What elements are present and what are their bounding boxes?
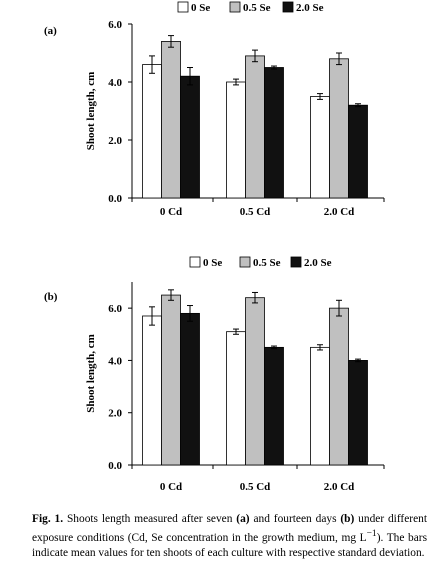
bar bbox=[329, 307, 349, 466]
y-tick-label: 2.0 bbox=[108, 135, 122, 147]
y-tick-label: 2.0 bbox=[108, 408, 122, 420]
y-tick-label: 4.0 bbox=[108, 77, 122, 89]
caption-text-3: under different exposure conditions (Cd,… bbox=[32, 513, 427, 544]
bar bbox=[264, 67, 284, 199]
caption-panel-a: (a) bbox=[236, 513, 250, 525]
bar bbox=[142, 64, 162, 199]
legend-label: 0.5 Se bbox=[243, 2, 271, 14]
caption-text-1: Shoots length measured after seven bbox=[63, 513, 237, 525]
bar bbox=[329, 58, 349, 199]
legend-label: 2.0 Se bbox=[296, 2, 324, 14]
y-tick-label: 4.0 bbox=[108, 355, 122, 367]
bar bbox=[310, 96, 330, 199]
caption-text-4: ). The bars indicate mean values for ten… bbox=[32, 531, 427, 559]
x-category-label: 0 Cd bbox=[160, 481, 182, 493]
x-category-label: 2.0 Cd bbox=[324, 481, 355, 493]
legend-swatch bbox=[177, 1, 189, 13]
x-category-label: 0.5 Cd bbox=[240, 206, 271, 218]
bar bbox=[226, 331, 246, 466]
bar bbox=[310, 346, 330, 466]
caption-fig-label: Fig. 1. bbox=[32, 513, 64, 525]
legend-swatch bbox=[239, 256, 251, 268]
bar bbox=[161, 294, 181, 466]
bar bbox=[348, 360, 368, 466]
bar bbox=[348, 104, 368, 199]
bar bbox=[180, 312, 200, 466]
legend-swatch bbox=[189, 256, 201, 268]
bar bbox=[245, 297, 265, 466]
bar bbox=[180, 75, 200, 199]
caption-text-2: and fourteen days bbox=[249, 513, 341, 525]
figure-caption: Fig. 1. Shoots length measured after sev… bbox=[32, 512, 427, 561]
legend-swatch bbox=[282, 1, 294, 13]
bar bbox=[161, 41, 181, 199]
x-category-label: 0.5 Cd bbox=[240, 481, 271, 493]
y-tick-label: 0.0 bbox=[108, 460, 122, 472]
legend-swatch bbox=[290, 256, 302, 268]
y-tick-label: 6.0 bbox=[108, 19, 122, 31]
bar bbox=[226, 81, 246, 199]
legend-label: 2.0 Se bbox=[304, 257, 332, 269]
x-category-label: 2.0 Cd bbox=[324, 206, 355, 218]
panel-label: (a) bbox=[44, 25, 57, 37]
y-tick-label: 6.0 bbox=[108, 303, 122, 315]
caption-panel-b: (b) bbox=[340, 513, 355, 525]
panel-label: (b) bbox=[44, 291, 58, 303]
legend-label: 0 Se bbox=[191, 2, 210, 14]
caption-unit-exponent: −1 bbox=[366, 529, 377, 539]
legend-label: 0 Se bbox=[203, 257, 222, 269]
legend-swatch bbox=[229, 1, 241, 13]
x-category-label: 0 Cd bbox=[160, 206, 182, 218]
legend-label: 0.5 Se bbox=[253, 257, 281, 269]
bar bbox=[264, 346, 284, 466]
y-tick-label: 0.0 bbox=[108, 193, 122, 205]
y-axis-label: Shoot length, cm bbox=[85, 72, 97, 151]
bar bbox=[142, 315, 162, 466]
y-axis-label: Shoot length, cm bbox=[85, 334, 97, 413]
bar bbox=[245, 55, 265, 199]
